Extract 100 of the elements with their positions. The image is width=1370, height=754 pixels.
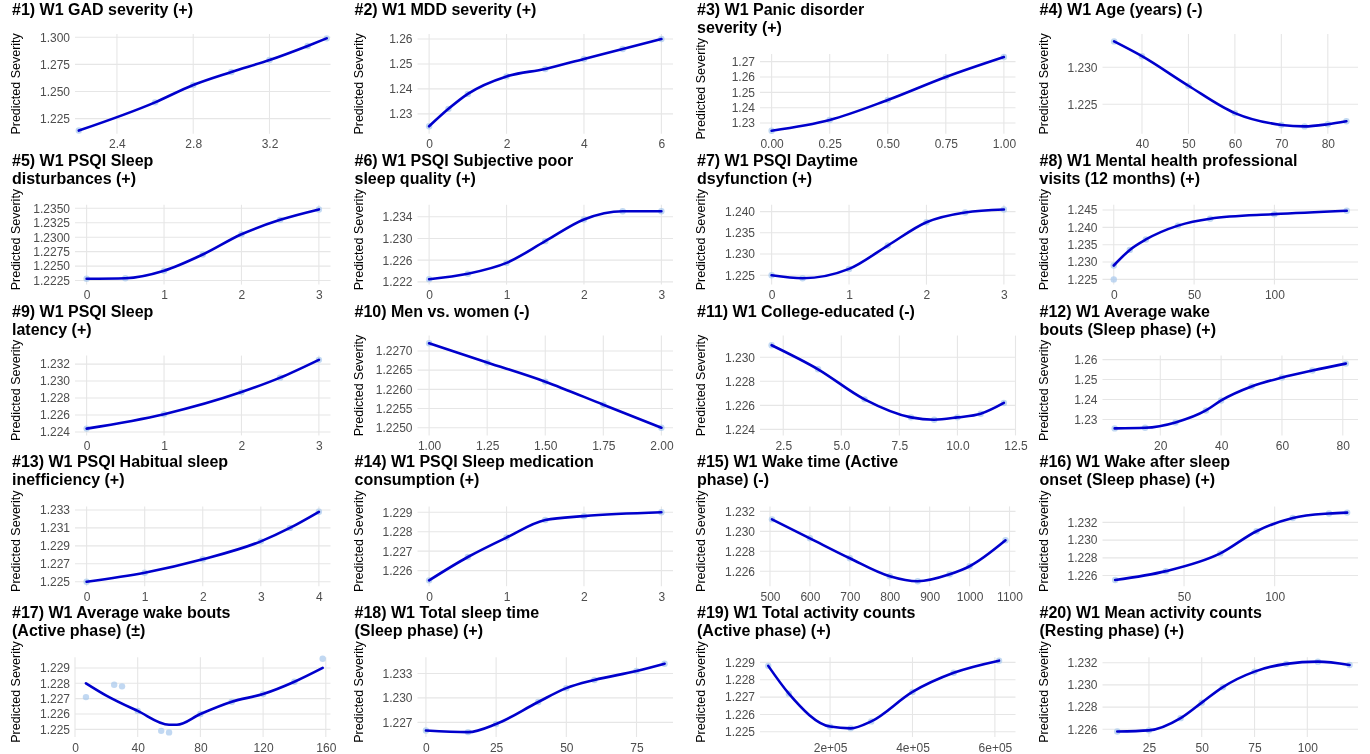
y-axis-title: Predicted Severity xyxy=(1036,188,1051,291)
x-tick-label: 0.25 xyxy=(818,137,843,152)
y-tick-label: 1.226 xyxy=(724,707,756,722)
x-tick-label: 5.0 xyxy=(833,438,851,453)
x-tick-label: 0 xyxy=(426,589,434,604)
y-tick-label: 1.225 xyxy=(39,722,71,737)
x-tick-label: 0 xyxy=(426,288,434,303)
x-tick-label: 80 xyxy=(1321,137,1336,152)
y-tick-label: 1.225 xyxy=(39,575,71,590)
y-tick-label: 1.2325 xyxy=(33,216,71,231)
y-tick-label: 1.2300 xyxy=(33,230,71,245)
y-tick-label: 1.240 xyxy=(724,204,756,219)
x-tick-label: 60 xyxy=(1228,137,1243,152)
x-tick-label: 1000 xyxy=(956,589,984,604)
chart-title: #5) W1 PSQI Sleep disturbances (+) xyxy=(12,151,154,187)
y-tick-label: 1.229 xyxy=(382,505,413,520)
x-tick-label: 80 xyxy=(1336,438,1351,453)
y-tick-label: 1.227 xyxy=(382,715,413,730)
x-tick-label: 50 xyxy=(1182,137,1196,152)
x-tick-label: 6e+05 xyxy=(978,740,1013,754)
y-tick-label: 1.226 xyxy=(382,563,413,578)
x-tick-label: 0 xyxy=(1110,288,1118,303)
x-tick-label: 70 xyxy=(1275,137,1289,152)
chart-title: #12) W1 Average wake bouts (Sleep phase) (+) xyxy=(1039,302,1216,338)
y-tick-label: 1.227 xyxy=(39,557,71,572)
y-tick-label: 1.224 xyxy=(724,422,756,437)
x-tick-label: 2e+05 xyxy=(813,740,848,754)
x-tick-label: 2.00 xyxy=(650,438,674,453)
x-tick-label: 4e+05 xyxy=(896,740,931,754)
y-axis-title: Predicted Severity xyxy=(694,640,708,743)
y-tick-label: 1.227 xyxy=(39,691,71,706)
y-tick-label: 1.230 xyxy=(1067,533,1098,548)
y-axis-title: Predicted Severity xyxy=(694,489,708,592)
y-axis-title: Predicted Severity xyxy=(351,640,366,743)
x-tick-label: 3 xyxy=(1001,288,1009,303)
y-tick-label: 1.230 xyxy=(1067,60,1098,75)
chart-title: #20) W1 Mean activity counts (Resting phase) (+) xyxy=(1039,604,1262,640)
y-axis-title: Predicted Severity xyxy=(351,188,366,291)
x-tick-label: 75 xyxy=(1248,740,1263,754)
y-tick-label: 1.2260 xyxy=(375,382,413,397)
y-tick-label: 1.228 xyxy=(1067,700,1098,715)
y-axis-title: Predicted Severity xyxy=(351,334,366,437)
x-tick-label: 2.5 xyxy=(775,438,793,453)
x-tick-label: 120 xyxy=(253,740,274,754)
x-tick-label: 3 xyxy=(316,438,324,453)
y-tick-label: 1.230 xyxy=(1067,255,1098,270)
y-tick-label: 1.225 xyxy=(1067,272,1098,287)
y-tick-label: 1.275 xyxy=(39,57,71,72)
y-axis-title: Predicted Severity xyxy=(9,489,23,592)
y-tick-label: 1.235 xyxy=(1067,238,1098,253)
y-tick-label: 1.224 xyxy=(39,425,71,440)
x-tick-label: 1 xyxy=(161,438,169,453)
x-tick-label: 0.00 xyxy=(760,137,785,152)
x-tick-label: 7.5 xyxy=(891,438,909,453)
y-tick-label: 1.230 xyxy=(39,374,71,389)
y-tick-label: 1.228 xyxy=(724,374,756,389)
x-tick-label: 60 xyxy=(1275,438,1290,453)
y-tick-label: 1.23 xyxy=(389,107,413,122)
y-axis-title: Predicted Severity xyxy=(351,489,366,592)
y-tick-label: 1.234 xyxy=(382,210,413,225)
x-tick-label: 75 xyxy=(630,740,644,754)
y-tick-label: 1.226 xyxy=(1067,568,1098,583)
x-tick-label: 0 xyxy=(423,740,431,754)
y-tick-label: 1.2275 xyxy=(33,244,71,259)
y-tick-label: 1.225 xyxy=(1067,97,1098,112)
y-tick-label: 1.232 xyxy=(1067,515,1098,530)
y-tick-label: 1.225 xyxy=(39,111,71,126)
y-tick-label: 1.230 xyxy=(1067,678,1098,693)
y-tick-label: 1.250 xyxy=(39,84,71,99)
x-tick-label: 1100 xyxy=(997,589,1024,604)
x-tick-label: 4 xyxy=(581,137,589,152)
y-tick-label: 1.26 xyxy=(1074,352,1098,367)
y-tick-label: 1.240 xyxy=(1067,220,1098,235)
chart-title: #15) W1 Wake time (Active phase) (-) xyxy=(697,453,899,489)
y-tick-label: 1.235 xyxy=(724,226,756,241)
y-tick-label: 1.2225 xyxy=(33,273,71,288)
y-tick-label: 1.227 xyxy=(724,690,756,705)
y-axis-title: Predicted Severity xyxy=(694,37,708,140)
y-tick-label: 1.24 xyxy=(731,101,756,116)
x-tick-label: 2 xyxy=(238,438,246,453)
y-tick-label: 1.233 xyxy=(39,503,71,518)
x-tick-label: 2.4 xyxy=(109,137,127,152)
y-tick-label: 1.232 xyxy=(39,357,71,372)
y-tick-label: 1.229 xyxy=(39,661,71,676)
y-tick-label: 1.2250 xyxy=(375,421,413,436)
x-tick-label: 0.75 xyxy=(934,137,959,152)
chart-title: #3) W1 Panic disorder severity (+) xyxy=(697,1,865,36)
y-tick-label: 1.2265 xyxy=(375,363,413,378)
chart-title: #1) W1 GAD severity (+) xyxy=(12,1,193,18)
x-tick-label: 3 xyxy=(257,589,265,604)
y-tick-label: 1.26 xyxy=(389,32,413,47)
y-tick-label: 1.228 xyxy=(724,544,756,559)
x-tick-label: 1 xyxy=(161,288,169,303)
x-tick-label: 700 xyxy=(840,589,861,604)
chart-title: #11) W1 College-educated (-) xyxy=(697,302,915,320)
y-tick-label: 1.23 xyxy=(731,116,756,131)
x-tick-label: 600 xyxy=(800,589,821,604)
y-axis-title: Predicted Severity xyxy=(9,338,23,442)
chart-title: #19) W1 Total activity counts (Active phase) (+) xyxy=(697,604,916,640)
y-tick-label: 1.229 xyxy=(724,655,756,670)
